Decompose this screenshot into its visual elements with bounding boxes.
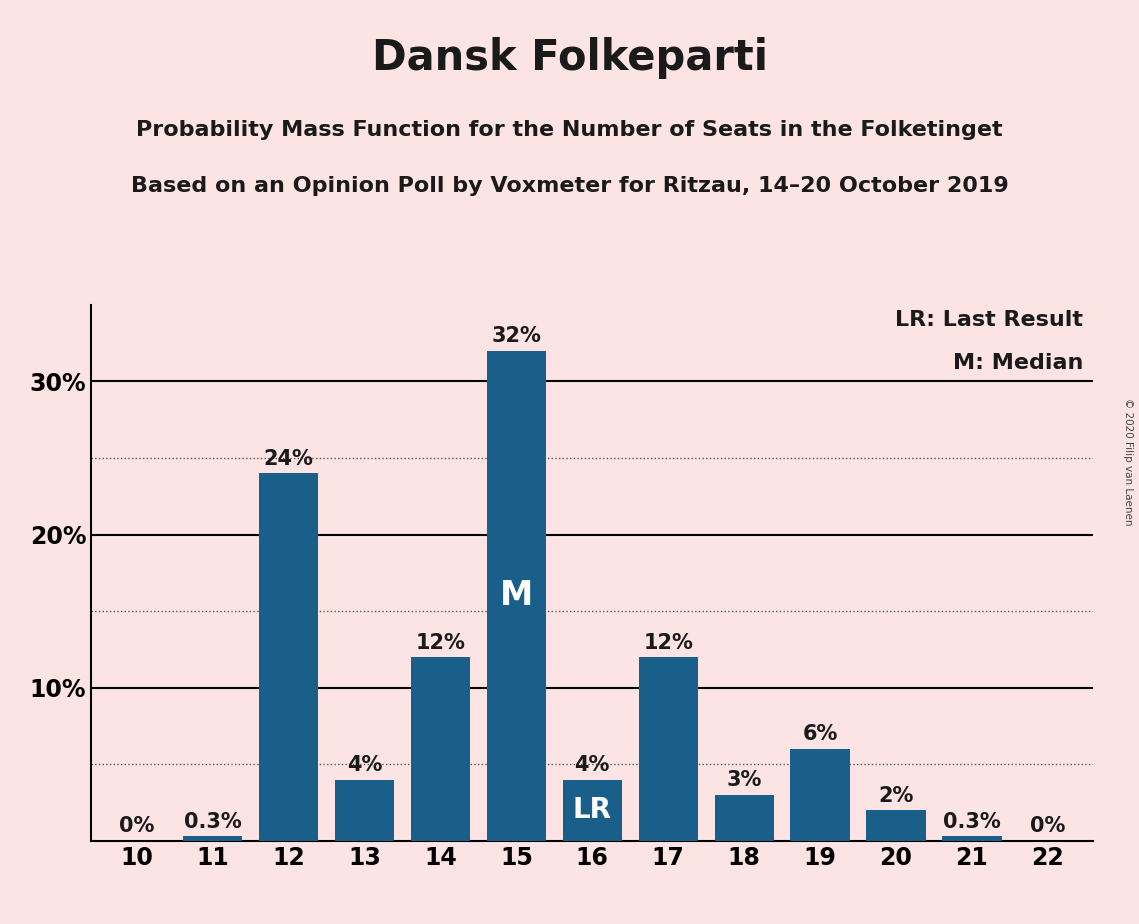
Bar: [867, 810, 926, 841]
Bar: [183, 836, 243, 841]
Bar: [563, 780, 622, 841]
Text: LR: Last Result: LR: Last Result: [895, 310, 1083, 330]
Text: 12%: 12%: [644, 633, 694, 652]
Text: Dansk Folkeparti: Dansk Folkeparti: [371, 37, 768, 79]
Text: 3%: 3%: [727, 771, 762, 790]
Bar: [486, 351, 546, 841]
Text: 0.3%: 0.3%: [943, 811, 1001, 832]
Text: 4%: 4%: [574, 755, 611, 775]
Text: 0%: 0%: [118, 816, 155, 836]
Text: 24%: 24%: [263, 449, 313, 468]
Text: © 2020 Filip van Laenen: © 2020 Filip van Laenen: [1123, 398, 1133, 526]
Text: 6%: 6%: [802, 724, 838, 745]
Text: 2%: 2%: [878, 785, 913, 806]
Text: 0%: 0%: [1030, 816, 1066, 836]
Bar: [335, 780, 394, 841]
Text: 4%: 4%: [346, 755, 383, 775]
Text: Based on an Opinion Poll by Voxmeter for Ritzau, 14–20 October 2019: Based on an Opinion Poll by Voxmeter for…: [131, 176, 1008, 196]
Text: 12%: 12%: [416, 633, 466, 652]
Bar: [790, 749, 850, 841]
Bar: [714, 795, 773, 841]
Text: 32%: 32%: [491, 326, 541, 346]
Text: M: M: [500, 579, 533, 613]
Bar: [942, 836, 1001, 841]
Text: M: Median: M: Median: [953, 353, 1083, 373]
Bar: [259, 473, 318, 841]
Bar: [639, 657, 698, 841]
Bar: [411, 657, 470, 841]
Text: LR: LR: [573, 796, 612, 824]
Text: Probability Mass Function for the Number of Seats in the Folketinget: Probability Mass Function for the Number…: [137, 120, 1002, 140]
Text: 0.3%: 0.3%: [183, 811, 241, 832]
